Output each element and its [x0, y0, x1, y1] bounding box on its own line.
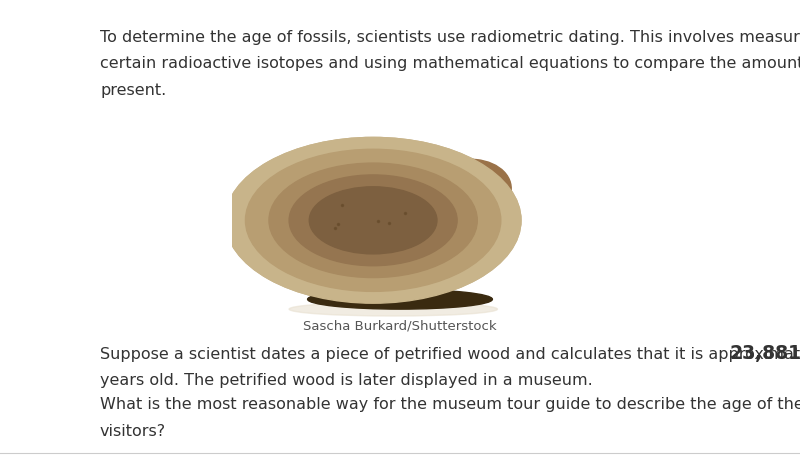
Ellipse shape [310, 187, 437, 254]
Ellipse shape [226, 137, 521, 303]
Text: visitors?: visitors? [100, 424, 166, 439]
Ellipse shape [356, 212, 390, 229]
Text: certain radioactive isotopes and using mathematical equations to compare the amo: certain radioactive isotopes and using m… [100, 56, 800, 72]
Ellipse shape [365, 216, 382, 224]
Ellipse shape [420, 193, 494, 240]
Ellipse shape [269, 163, 478, 278]
Text: Sascha Burkard/Shutterstock: Sascha Burkard/Shutterstock [303, 319, 497, 332]
Ellipse shape [423, 159, 511, 222]
Ellipse shape [310, 187, 437, 254]
Ellipse shape [417, 222, 478, 258]
Text: 23,881,392.3102: 23,881,392.3102 [730, 344, 800, 363]
Ellipse shape [289, 175, 457, 266]
Ellipse shape [289, 302, 498, 316]
Text: Suppose a scientist dates a piece of petrified wood and calculates that it is ap: Suppose a scientist dates a piece of pet… [100, 347, 800, 362]
Ellipse shape [308, 289, 492, 309]
Ellipse shape [246, 149, 501, 291]
Ellipse shape [269, 163, 478, 278]
Text: years old. The petrified wood is later displayed in a museum.: years old. The petrified wood is later d… [100, 373, 593, 388]
Text: present.: present. [100, 83, 166, 98]
Ellipse shape [343, 205, 403, 236]
Text: To determine the age of fossils, scientists use radiometric dating. This involve: To determine the age of fossils, scienti… [100, 30, 800, 45]
Ellipse shape [326, 196, 420, 244]
Ellipse shape [289, 175, 457, 266]
Text: What is the most reasonable way for the museum tour guide to describe the age of: What is the most reasonable way for the … [100, 397, 800, 412]
Ellipse shape [226, 137, 521, 303]
Ellipse shape [246, 149, 501, 291]
